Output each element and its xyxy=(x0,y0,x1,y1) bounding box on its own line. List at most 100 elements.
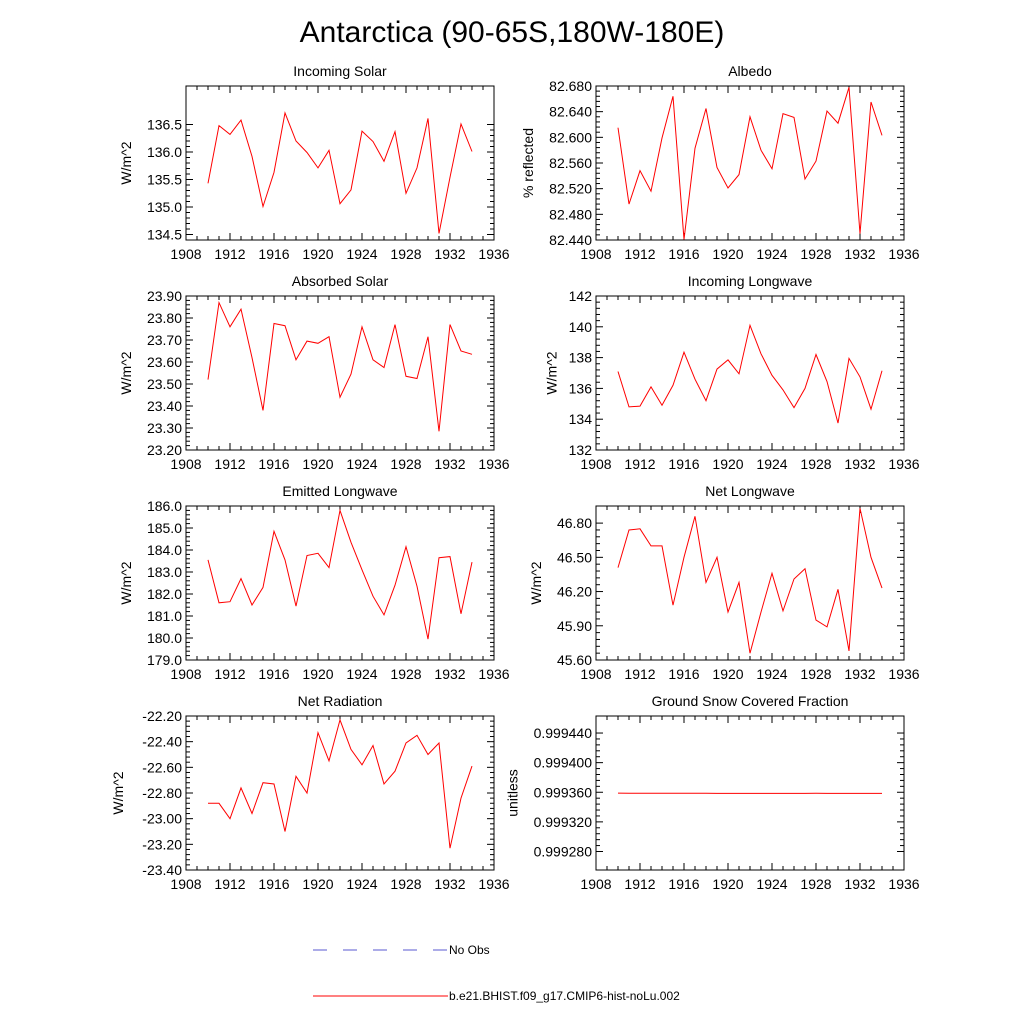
y-tick-label: 142 xyxy=(569,288,593,304)
y-tick-label: 184.0 xyxy=(147,542,182,558)
y-tick-label: 23.50 xyxy=(147,376,182,392)
y-tick-label: 82.680 xyxy=(549,78,592,94)
plot-frame xyxy=(185,85,495,241)
y-tick-label: 185.0 xyxy=(147,520,182,536)
x-tick-label: 1916 xyxy=(258,876,289,892)
x-tick-label: 1908 xyxy=(580,456,611,472)
y-tick-label: 135.0 xyxy=(147,199,182,215)
x-tick-label: 1928 xyxy=(390,876,421,892)
x-tick-label: 1936 xyxy=(888,246,919,262)
y-tick-label: 23.60 xyxy=(147,354,182,370)
y-tick-label: -23.40 xyxy=(142,862,182,878)
x-tick-label: 1928 xyxy=(800,456,831,472)
x-tick-label: 1932 xyxy=(844,666,875,682)
x-tick-label: 1928 xyxy=(800,666,831,682)
y-tick-label: 180.0 xyxy=(147,630,182,646)
y-axis-label: unitless xyxy=(505,769,521,816)
panel-emitted-longwave: Emitted Longwave 1908 1912 1916 1920 1924 1928… xyxy=(118,483,510,682)
x-tick-label: 1928 xyxy=(390,456,421,472)
panel-net-longwave: Net Longwave 1908 1912 1916 1920 1924 1928 1932… xyxy=(528,483,920,682)
x-tick-label: 1908 xyxy=(170,246,201,262)
panel-title: Ground Snow Covered Fraction xyxy=(652,693,849,709)
x-tick-label: 1920 xyxy=(712,246,743,262)
y-tick-label: 82.560 xyxy=(549,155,592,171)
x-tick-label: 1912 xyxy=(214,666,245,682)
x-tick-label: 1936 xyxy=(478,456,509,472)
y-tick-label: 82.440 xyxy=(549,232,592,248)
legend-label-no-obs: No Obs xyxy=(449,943,490,957)
x-tick-label: 1916 xyxy=(668,246,699,262)
y-tick-label: -22.20 xyxy=(142,708,182,724)
x-tick-label: 1936 xyxy=(478,666,509,682)
panel-net-radiation: Net Radiation 1908 1912 1916 1920 1924 1928 193… xyxy=(110,693,510,892)
y-tick-label: 23.30 xyxy=(147,420,182,436)
x-tick-label: 1936 xyxy=(478,876,509,892)
y-tick-label: 23.20 xyxy=(147,442,182,458)
panel-grid: Incoming Solar 1908 1912 1916 1920 1924 1928 19… xyxy=(110,63,920,892)
x-tick-label: 1908 xyxy=(170,876,201,892)
x-tick-label: 1916 xyxy=(258,246,289,262)
x-tick-label: 1920 xyxy=(302,456,333,472)
y-tick-label: -23.00 xyxy=(142,811,182,827)
x-tick-label: 1928 xyxy=(390,246,421,262)
y-tick-label: -22.40 xyxy=(142,734,182,750)
y-tick-label: 183.0 xyxy=(147,564,182,580)
panel-title: Emitted Longwave xyxy=(282,483,397,499)
x-tick-label: 1924 xyxy=(756,246,787,262)
y-tick-label: 82.600 xyxy=(549,129,592,145)
x-tick-label: 1936 xyxy=(478,246,509,262)
y-axis-label: W/m^2 xyxy=(118,561,134,604)
x-tick-label: 1924 xyxy=(756,456,787,472)
x-tick-label: 1932 xyxy=(844,456,875,472)
panel-albedo: Albedo 1908 1912 1916 1920 1924 1928 1932 1936 82… xyxy=(520,63,920,262)
panel-title: Incoming Longwave xyxy=(688,273,813,289)
y-tick-label: 182.0 xyxy=(147,586,182,602)
legend-label-model-run: b.e21.BHIST.f09_g17.CMIP6-hist-noLu.002 xyxy=(449,989,680,1003)
x-tick-label: 1920 xyxy=(302,666,333,682)
y-tick-label: 0.999280 xyxy=(534,843,593,859)
y-tick-label: 46.20 xyxy=(557,584,592,600)
x-tick-label: 1920 xyxy=(302,876,333,892)
x-tick-label: 1932 xyxy=(844,876,875,892)
y-tick-label: 23.80 xyxy=(147,310,182,326)
plot-frame xyxy=(185,715,495,871)
y-tick-label: 23.70 xyxy=(147,332,182,348)
panel-incoming-longwave: Incoming Longwave 1908 1912 1916 1920 1924 192… xyxy=(544,273,920,472)
y-tick-label: 82.640 xyxy=(549,104,592,120)
panel-title: Net Longwave xyxy=(705,483,795,499)
y-tick-label: 181.0 xyxy=(147,608,182,624)
x-tick-label: 1932 xyxy=(844,246,875,262)
panel-title: Incoming Solar xyxy=(293,63,387,79)
y-tick-label: 45.60 xyxy=(557,652,592,668)
y-axis-label: W/m^2 xyxy=(528,561,544,604)
y-tick-label: 186.0 xyxy=(147,498,182,514)
x-tick-label: 1936 xyxy=(888,456,919,472)
x-tick-label: 1908 xyxy=(170,666,201,682)
x-tick-label: 1912 xyxy=(214,246,245,262)
y-axis-label: W/m^2 xyxy=(118,141,134,184)
figure-title: Antarctica (90-65S,180W-180E) xyxy=(300,16,725,49)
y-axis-label: % reflected xyxy=(520,128,536,198)
x-tick-label: 1932 xyxy=(434,876,465,892)
x-tick-label: 1912 xyxy=(624,666,655,682)
y-tick-label: 82.520 xyxy=(549,181,592,197)
x-tick-label: 1920 xyxy=(302,246,333,262)
series-line xyxy=(617,323,883,424)
x-tick-label: 1916 xyxy=(668,456,699,472)
plot-frame xyxy=(185,505,495,661)
x-tick-label: 1920 xyxy=(712,666,743,682)
x-tick-label: 1916 xyxy=(258,666,289,682)
x-tick-label: 1912 xyxy=(214,876,245,892)
y-tick-label: -22.60 xyxy=(142,759,182,775)
x-tick-label: 1928 xyxy=(390,666,421,682)
y-tick-label: 134 xyxy=(569,411,593,427)
series-line xyxy=(617,508,883,654)
x-tick-label: 1932 xyxy=(434,456,465,472)
y-tick-label: 138 xyxy=(569,350,593,366)
y-tick-label: 82.480 xyxy=(549,206,592,222)
series-line xyxy=(208,718,473,849)
plot-frame xyxy=(185,295,495,451)
y-tick-label: 136 xyxy=(569,380,593,396)
x-tick-label: 1916 xyxy=(668,666,699,682)
